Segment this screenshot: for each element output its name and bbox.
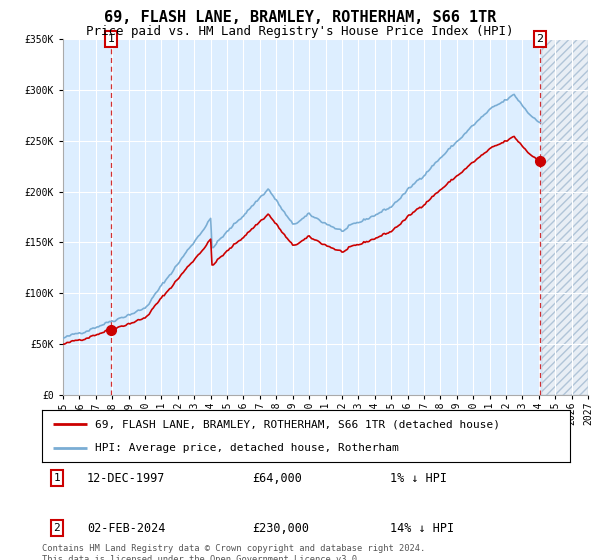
- Text: HPI: Average price, detached house, Rotherham: HPI: Average price, detached house, Roth…: [95, 443, 398, 453]
- Text: 1: 1: [107, 34, 115, 44]
- Bar: [542, 39, 588, 395]
- Bar: [542, 39, 588, 395]
- Text: 1% ↓ HPI: 1% ↓ HPI: [390, 472, 447, 485]
- Text: £64,000: £64,000: [252, 472, 302, 485]
- Text: 2: 2: [53, 523, 61, 533]
- Text: 12-DEC-1997: 12-DEC-1997: [87, 472, 166, 485]
- Text: Price paid vs. HM Land Registry's House Price Index (HPI): Price paid vs. HM Land Registry's House …: [86, 25, 514, 38]
- Text: 69, FLASH LANE, BRAMLEY, ROTHERHAM, S66 1TR: 69, FLASH LANE, BRAMLEY, ROTHERHAM, S66 …: [104, 10, 496, 25]
- Text: 1: 1: [53, 473, 61, 483]
- Text: Contains HM Land Registry data © Crown copyright and database right 2024.
This d: Contains HM Land Registry data © Crown c…: [42, 544, 425, 560]
- Text: 2: 2: [536, 34, 544, 44]
- Text: 69, FLASH LANE, BRAMLEY, ROTHERHAM, S66 1TR (detached house): 69, FLASH LANE, BRAMLEY, ROTHERHAM, S66 …: [95, 419, 500, 430]
- Text: 02-FEB-2024: 02-FEB-2024: [87, 521, 166, 535]
- Text: £230,000: £230,000: [252, 521, 309, 535]
- Text: 14% ↓ HPI: 14% ↓ HPI: [390, 521, 454, 535]
